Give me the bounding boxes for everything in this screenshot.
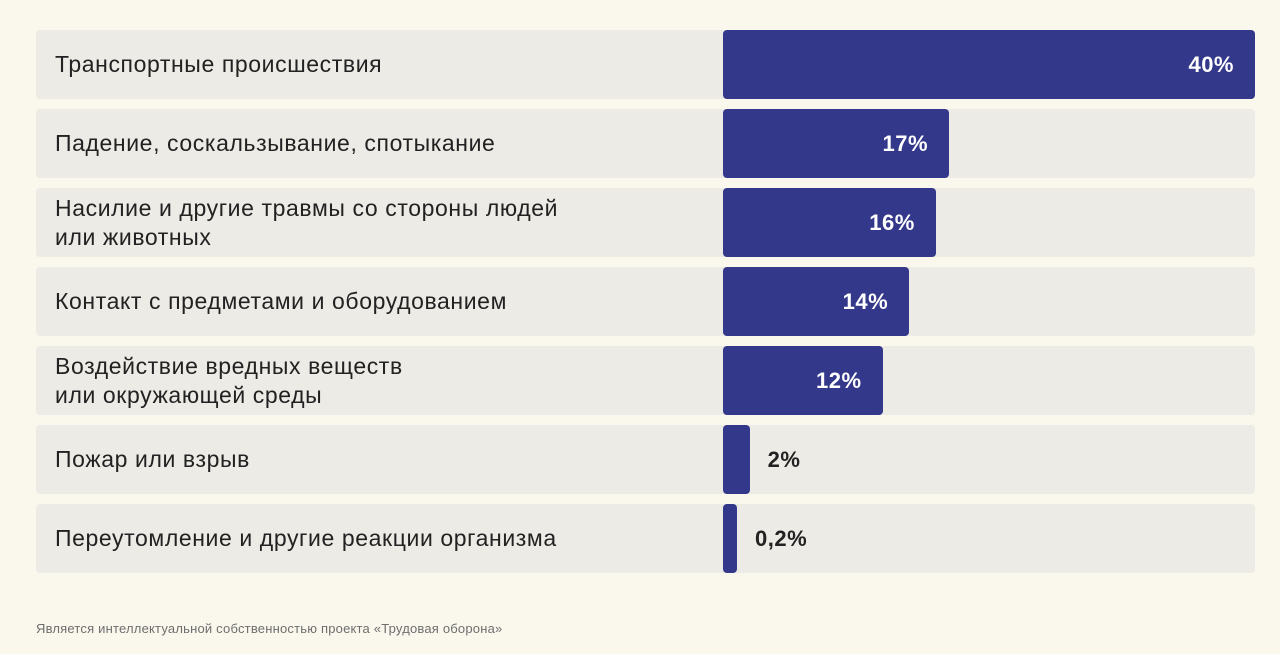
value-label: 17% [882,131,929,156]
bar [723,188,936,257]
bar-chart: Транспортные происшествия 40% Падение, сос… [36,30,1255,583]
footnote: Является интеллектуальной собственностью… [36,621,503,636]
category-label: Пожар или взрыв [55,446,250,472]
chart-row: Падение, соскальзывание, спотыкание 17% [36,109,1255,178]
value-label: 16% [869,210,915,235]
chart-row: Контакт с предметами и оборудованием 14% [36,267,1255,336]
bar [723,109,950,178]
category-label: Контакт с предметами и оборудованием [55,288,507,314]
chart-row: Воздействие вредных веществ или окружающ… [36,346,1255,415]
category-label: Падение, соскальзывание, спотыкание [55,130,496,156]
chart-row: Транспортные происшествия 40% [36,30,1255,99]
category-label: Воздействие вредных веществ или окружающ… [55,352,403,408]
chart-row: Переутомление и другие реакции организма… [36,504,1255,573]
bar [723,425,750,494]
category-label: Переутомление и другие реакции организма [55,525,557,551]
value-label: 40% [1188,52,1234,77]
value-label: 0,2% [755,526,808,551]
bar [723,30,1255,99]
value-label: 14% [842,289,889,314]
bar [723,346,883,415]
value-label: 12% [816,368,862,393]
value-label: 2% [767,447,801,472]
bar [723,504,737,573]
chart-row: Насилие и другие травмы со стороны людей… [36,188,1255,257]
chart-row: Пожар или взрыв 2% [36,425,1255,494]
category-label: Насилие и другие травмы со стороны людей… [55,194,559,250]
category-label: Транспортные происшествия [55,51,383,77]
bar [723,267,910,336]
